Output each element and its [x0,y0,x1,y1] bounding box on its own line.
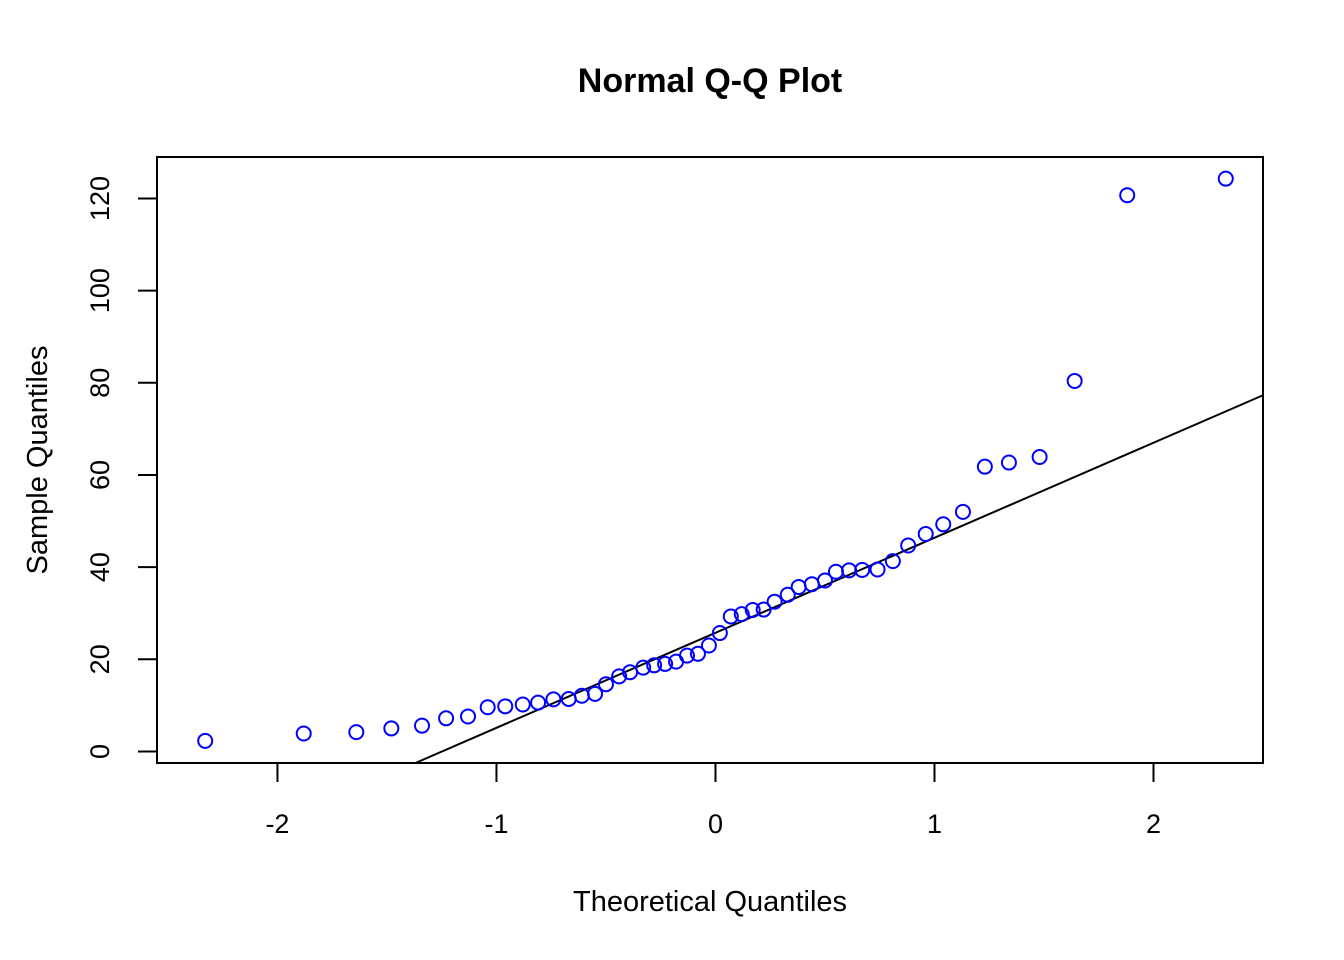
data-point [722,608,739,625]
data-point [779,586,796,603]
x-tick-label: 1 [927,809,942,839]
data-point [869,561,886,578]
data-point [635,659,652,676]
reference-line-group [415,394,1264,764]
data-point [827,563,844,580]
data-point [790,578,807,595]
data-point [854,561,871,578]
data-point [1066,372,1083,389]
y-axis-label: Sample Quantiles [22,346,54,575]
chart-title: Normal Q-Q Plot [578,62,842,100]
qq-reference-line [415,394,1264,764]
data-point [438,710,455,727]
data-point [689,645,706,662]
data-point [900,537,917,554]
data-point [1119,187,1136,204]
data-point [597,676,614,693]
y-tick-label: 80 [85,368,115,398]
x-tick-label: -2 [265,809,289,839]
data-point [744,602,761,619]
data-point [1000,454,1017,471]
data-point [479,699,496,716]
x-axis-label: Theoretical Quantiles [573,886,847,918]
data-points [197,170,1234,749]
data-point [530,694,547,711]
data-point [348,724,365,741]
y-tick-label: 20 [85,644,115,674]
y-tick-label: 0 [85,744,115,759]
data-point [295,725,312,742]
data-point [917,525,934,542]
data-point [657,655,674,672]
data-point [935,516,952,533]
data-point [816,572,833,589]
data-point [700,637,717,654]
data-point [611,668,628,685]
data-point [646,657,663,674]
data-point [711,625,728,642]
data-point [679,647,696,664]
y-tick-label: 120 [85,176,115,221]
data-point [1031,449,1048,466]
x-tick-label: 0 [708,809,723,839]
y-tick-label: 40 [85,552,115,582]
y-tick-label: 100 [85,268,115,313]
data-point [803,576,820,593]
data-point [497,698,514,715]
y-axis: 0 20 40 60 80 100 120 [85,176,157,759]
data-point [545,691,562,708]
data-point [459,708,476,725]
x-axis: -2 -1 0 1 2 [265,763,1161,839]
data-point [414,717,431,734]
data-point [383,720,400,737]
data-point [884,553,901,570]
data-point [755,601,772,618]
data-point [976,458,993,475]
data-point [587,685,604,702]
y-tick-label: 60 [85,460,115,490]
data-point [1217,170,1234,187]
data-point [954,503,971,520]
data-point [733,606,750,623]
x-tick-label: -1 [484,809,508,839]
data-point [766,593,783,610]
data-point [514,696,531,713]
x-tick-label: 2 [1146,809,1161,839]
data-point [197,732,214,749]
plot-frame [156,156,1264,764]
